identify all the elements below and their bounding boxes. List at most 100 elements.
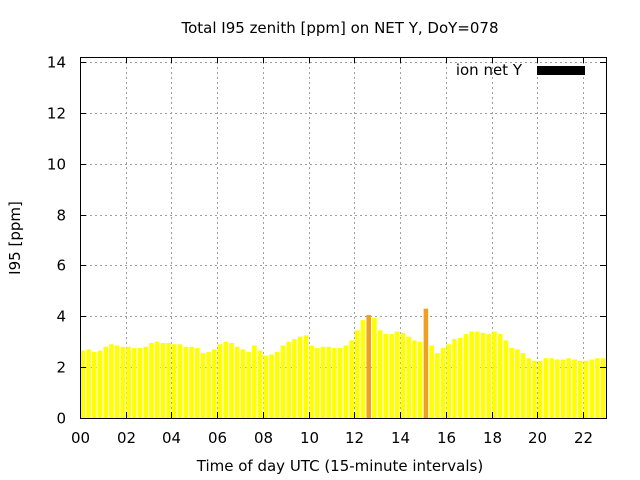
bar bbox=[297, 336, 303, 418]
bar bbox=[406, 336, 412, 418]
y-tick-label: 0 bbox=[56, 410, 66, 428]
chart-title: Total I95 zenith [ppm] on NET Y, DoY=078 bbox=[180, 19, 498, 37]
bar bbox=[326, 346, 331, 418]
bar bbox=[572, 359, 577, 418]
bar bbox=[355, 330, 360, 418]
bar bbox=[263, 355, 269, 418]
x-axis-label: Time of day UTC (15-minute intervals) bbox=[196, 457, 483, 475]
bar bbox=[143, 346, 149, 418]
bar bbox=[463, 334, 469, 418]
bar bbox=[126, 346, 131, 418]
bar bbox=[469, 331, 474, 418]
x-tick-label: 12 bbox=[345, 429, 364, 447]
bar bbox=[509, 348, 514, 418]
bar bbox=[486, 334, 492, 418]
x-tick-label: 06 bbox=[208, 429, 227, 447]
bar bbox=[149, 343, 154, 418]
x-tick-label: 14 bbox=[391, 429, 410, 447]
bar bbox=[246, 351, 251, 418]
bar bbox=[360, 320, 366, 418]
bar bbox=[526, 358, 532, 418]
bar bbox=[337, 348, 343, 418]
bars-layer bbox=[80, 308, 606, 418]
bar bbox=[120, 346, 126, 418]
bar bbox=[217, 344, 223, 418]
bar bbox=[229, 343, 234, 418]
bar bbox=[172, 344, 177, 418]
bar bbox=[383, 334, 389, 418]
bar bbox=[475, 331, 480, 418]
y-tick-label: 8 bbox=[56, 207, 66, 225]
ticks-layer bbox=[80, 57, 606, 419]
bar bbox=[566, 358, 572, 418]
bar bbox=[589, 359, 594, 418]
bar bbox=[440, 348, 446, 418]
bar bbox=[206, 351, 211, 418]
bar bbox=[109, 344, 114, 418]
bar bbox=[137, 348, 143, 418]
x-tick-label: 20 bbox=[528, 429, 547, 447]
bar bbox=[269, 354, 274, 418]
bar bbox=[97, 350, 103, 418]
bar bbox=[154, 341, 160, 418]
bar bbox=[320, 346, 326, 418]
bar bbox=[80, 350, 86, 418]
bar bbox=[435, 353, 440, 418]
y-tick-label: 6 bbox=[56, 257, 66, 275]
bar bbox=[492, 331, 497, 418]
y-tick-label: 4 bbox=[56, 308, 66, 326]
bar bbox=[549, 358, 554, 418]
y-tick-labels: 0 2 4 6 8 10 12 14 bbox=[47, 54, 66, 428]
x-tick-label: 16 bbox=[437, 429, 456, 447]
bar bbox=[252, 345, 257, 418]
y-tick-label: 12 bbox=[47, 105, 66, 123]
bar bbox=[497, 334, 503, 418]
x-tick-label: 18 bbox=[483, 429, 502, 447]
x-tick-label: 04 bbox=[162, 429, 181, 447]
bar bbox=[583, 360, 589, 418]
bar bbox=[532, 360, 537, 418]
bar bbox=[452, 339, 457, 418]
bar bbox=[132, 348, 137, 418]
bar bbox=[86, 349, 91, 418]
bar bbox=[303, 335, 309, 418]
bar bbox=[366, 315, 372, 418]
bar bbox=[286, 341, 291, 418]
bar bbox=[103, 346, 109, 418]
bar bbox=[189, 346, 194, 418]
x-tick-label: 10 bbox=[300, 429, 319, 447]
bar bbox=[240, 349, 246, 418]
bar bbox=[577, 360, 583, 418]
y-axis-label: I95 [ppm] bbox=[6, 201, 24, 275]
x-tick-label: 08 bbox=[254, 429, 273, 447]
bar bbox=[377, 330, 383, 418]
bar bbox=[480, 332, 486, 418]
y-tick-label: 10 bbox=[47, 156, 66, 174]
legend-swatch bbox=[537, 66, 585, 75]
bar bbox=[560, 359, 566, 418]
bar bbox=[417, 341, 423, 418]
y-tick-label: 2 bbox=[56, 359, 66, 377]
bar bbox=[503, 340, 509, 418]
legend: ion net Y bbox=[456, 61, 585, 79]
bar bbox=[280, 345, 286, 418]
bar bbox=[177, 344, 183, 418]
bar bbox=[257, 350, 263, 418]
bar bbox=[372, 317, 377, 418]
bar bbox=[183, 346, 189, 418]
bar bbox=[457, 337, 463, 418]
x-tick-label: 02 bbox=[117, 429, 136, 447]
bar bbox=[400, 332, 406, 418]
legend-label: ion net Y bbox=[456, 61, 523, 79]
plot-frame bbox=[80, 57, 607, 419]
bar bbox=[92, 351, 97, 418]
bar bbox=[595, 358, 600, 418]
x-tick-labels: 00 02 04 06 08 10 12 14 16 18 20 22 bbox=[71, 429, 593, 447]
bar bbox=[520, 353, 526, 418]
bar bbox=[395, 331, 400, 418]
bar bbox=[200, 353, 206, 418]
bar bbox=[429, 345, 434, 418]
bar bbox=[423, 308, 429, 418]
bar bbox=[314, 348, 320, 418]
